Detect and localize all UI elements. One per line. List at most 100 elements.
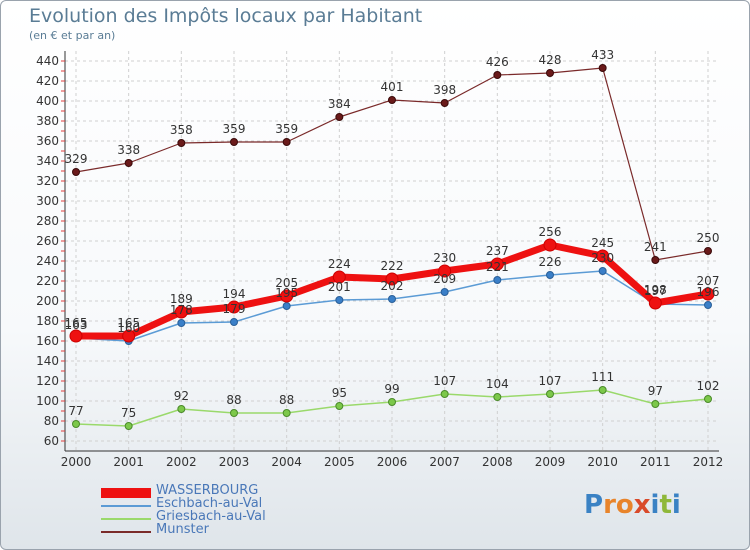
- x-tick-label: 2004: [271, 455, 302, 469]
- data-label: 88: [279, 393, 294, 407]
- y-tick-label: 100: [36, 394, 59, 408]
- data-label: 202: [381, 279, 404, 293]
- data-label: 401: [381, 80, 404, 94]
- proxiti-logo: Proxiti: [584, 490, 681, 520]
- data-point: [177, 319, 186, 327]
- data-labels: 329 338 358 359 359 384 401 398 426 428 433 241 250 7…: [65, 48, 720, 420]
- data-point: [282, 302, 291, 310]
- data-label: 398: [433, 83, 456, 97]
- data-label: 196: [697, 285, 720, 299]
- data-point: [69, 329, 83, 343]
- data-label: 195: [275, 286, 298, 300]
- data-point: [493, 71, 502, 79]
- logo-letter: i: [671, 490, 681, 520]
- data-point: [124, 159, 133, 167]
- logo-letter: i: [650, 490, 660, 520]
- y-tick-label: 160: [36, 334, 59, 348]
- legend-label: Munster: [156, 522, 209, 537]
- logo-letter: o: [615, 490, 634, 520]
- data-label: 230: [433, 251, 456, 265]
- data-point: [546, 271, 554, 279]
- data-label: 189: [170, 292, 193, 306]
- data-label: 358: [170, 123, 193, 137]
- data-label: 201: [328, 280, 351, 294]
- y-tick-label: 320: [36, 174, 59, 188]
- data-point: [388, 295, 396, 303]
- y-tick-label: 180: [36, 314, 59, 328]
- data-label: 426: [486, 55, 509, 69]
- data-label: 224: [328, 257, 351, 271]
- data-label: 99: [384, 382, 399, 396]
- legend-label: Griesbach-au-Val: [156, 509, 266, 524]
- data-label: 160: [117, 321, 140, 335]
- data-label: 178: [170, 303, 193, 317]
- data-point: [493, 393, 502, 401]
- legend-swatch: [101, 488, 151, 498]
- data-point: [704, 301, 712, 309]
- y-tick-label: 360: [36, 134, 59, 148]
- data-point: [388, 398, 396, 406]
- data-label: 221: [486, 260, 509, 274]
- data-label: 222: [381, 259, 404, 273]
- y-tick-label: 280: [36, 214, 59, 228]
- y-tick-label: 340: [36, 154, 59, 168]
- data-label: 237: [486, 244, 509, 258]
- data-point: [543, 238, 557, 252]
- data-point: [651, 400, 660, 408]
- data-label: 107: [539, 374, 562, 388]
- legend-swatch: [101, 531, 151, 533]
- data-point: [440, 390, 449, 398]
- data-label: 329: [65, 152, 88, 166]
- data-point: [598, 267, 607, 275]
- data-label: 207: [697, 274, 720, 288]
- data-point: [704, 395, 712, 403]
- y-tick-label: 80: [44, 414, 59, 428]
- chart-title: Evolution des Impôts locaux par Habitant: [29, 5, 423, 27]
- y-tick-label: 420: [36, 74, 59, 88]
- data-label: 111: [591, 370, 614, 384]
- data-point: [648, 296, 662, 310]
- data-point: [596, 249, 610, 263]
- data-label: 384: [328, 97, 351, 111]
- x-tick-label: 2002: [166, 455, 197, 469]
- data-point: [598, 64, 607, 72]
- data-label: 209: [433, 272, 456, 286]
- data-label: 245: [591, 236, 614, 250]
- data-point: [174, 305, 188, 319]
- y-tick-label: 260: [36, 234, 59, 248]
- x-tick-label: 2009: [535, 455, 566, 469]
- data-label: 104: [486, 377, 509, 391]
- data-label: 75: [121, 406, 136, 420]
- data-label: 226: [539, 255, 562, 269]
- data-point: [388, 96, 396, 104]
- x-tick-label: 2005: [324, 455, 355, 469]
- series-lines: [69, 64, 715, 430]
- data-point: [385, 272, 399, 286]
- data-point: [701, 287, 715, 301]
- data-point: [282, 409, 291, 417]
- data-point: [704, 247, 712, 255]
- x-tick-label: 2010: [587, 455, 618, 469]
- data-label: 256: [539, 225, 562, 239]
- data-point: [332, 270, 346, 284]
- x-tick-label: 2008: [482, 455, 513, 469]
- legend-label: WASSERBOURG: [156, 483, 259, 498]
- legend-swatch: [101, 505, 151, 507]
- data-point: [440, 288, 449, 296]
- y-tick-label: 140: [36, 354, 59, 368]
- data-point: [230, 409, 238, 417]
- data-point: [227, 300, 241, 314]
- data-point: [280, 289, 294, 303]
- data-point: [122, 329, 136, 343]
- y-tick-label: 400: [36, 94, 59, 108]
- data-label: 241: [644, 240, 667, 254]
- data-point: [335, 402, 344, 410]
- data-point: [440, 99, 449, 107]
- data-label: 88: [226, 393, 241, 407]
- data-label: 433: [591, 48, 614, 62]
- data-point: [335, 113, 344, 121]
- y-tick-label: 220: [36, 274, 59, 288]
- data-label: 359: [223, 122, 246, 136]
